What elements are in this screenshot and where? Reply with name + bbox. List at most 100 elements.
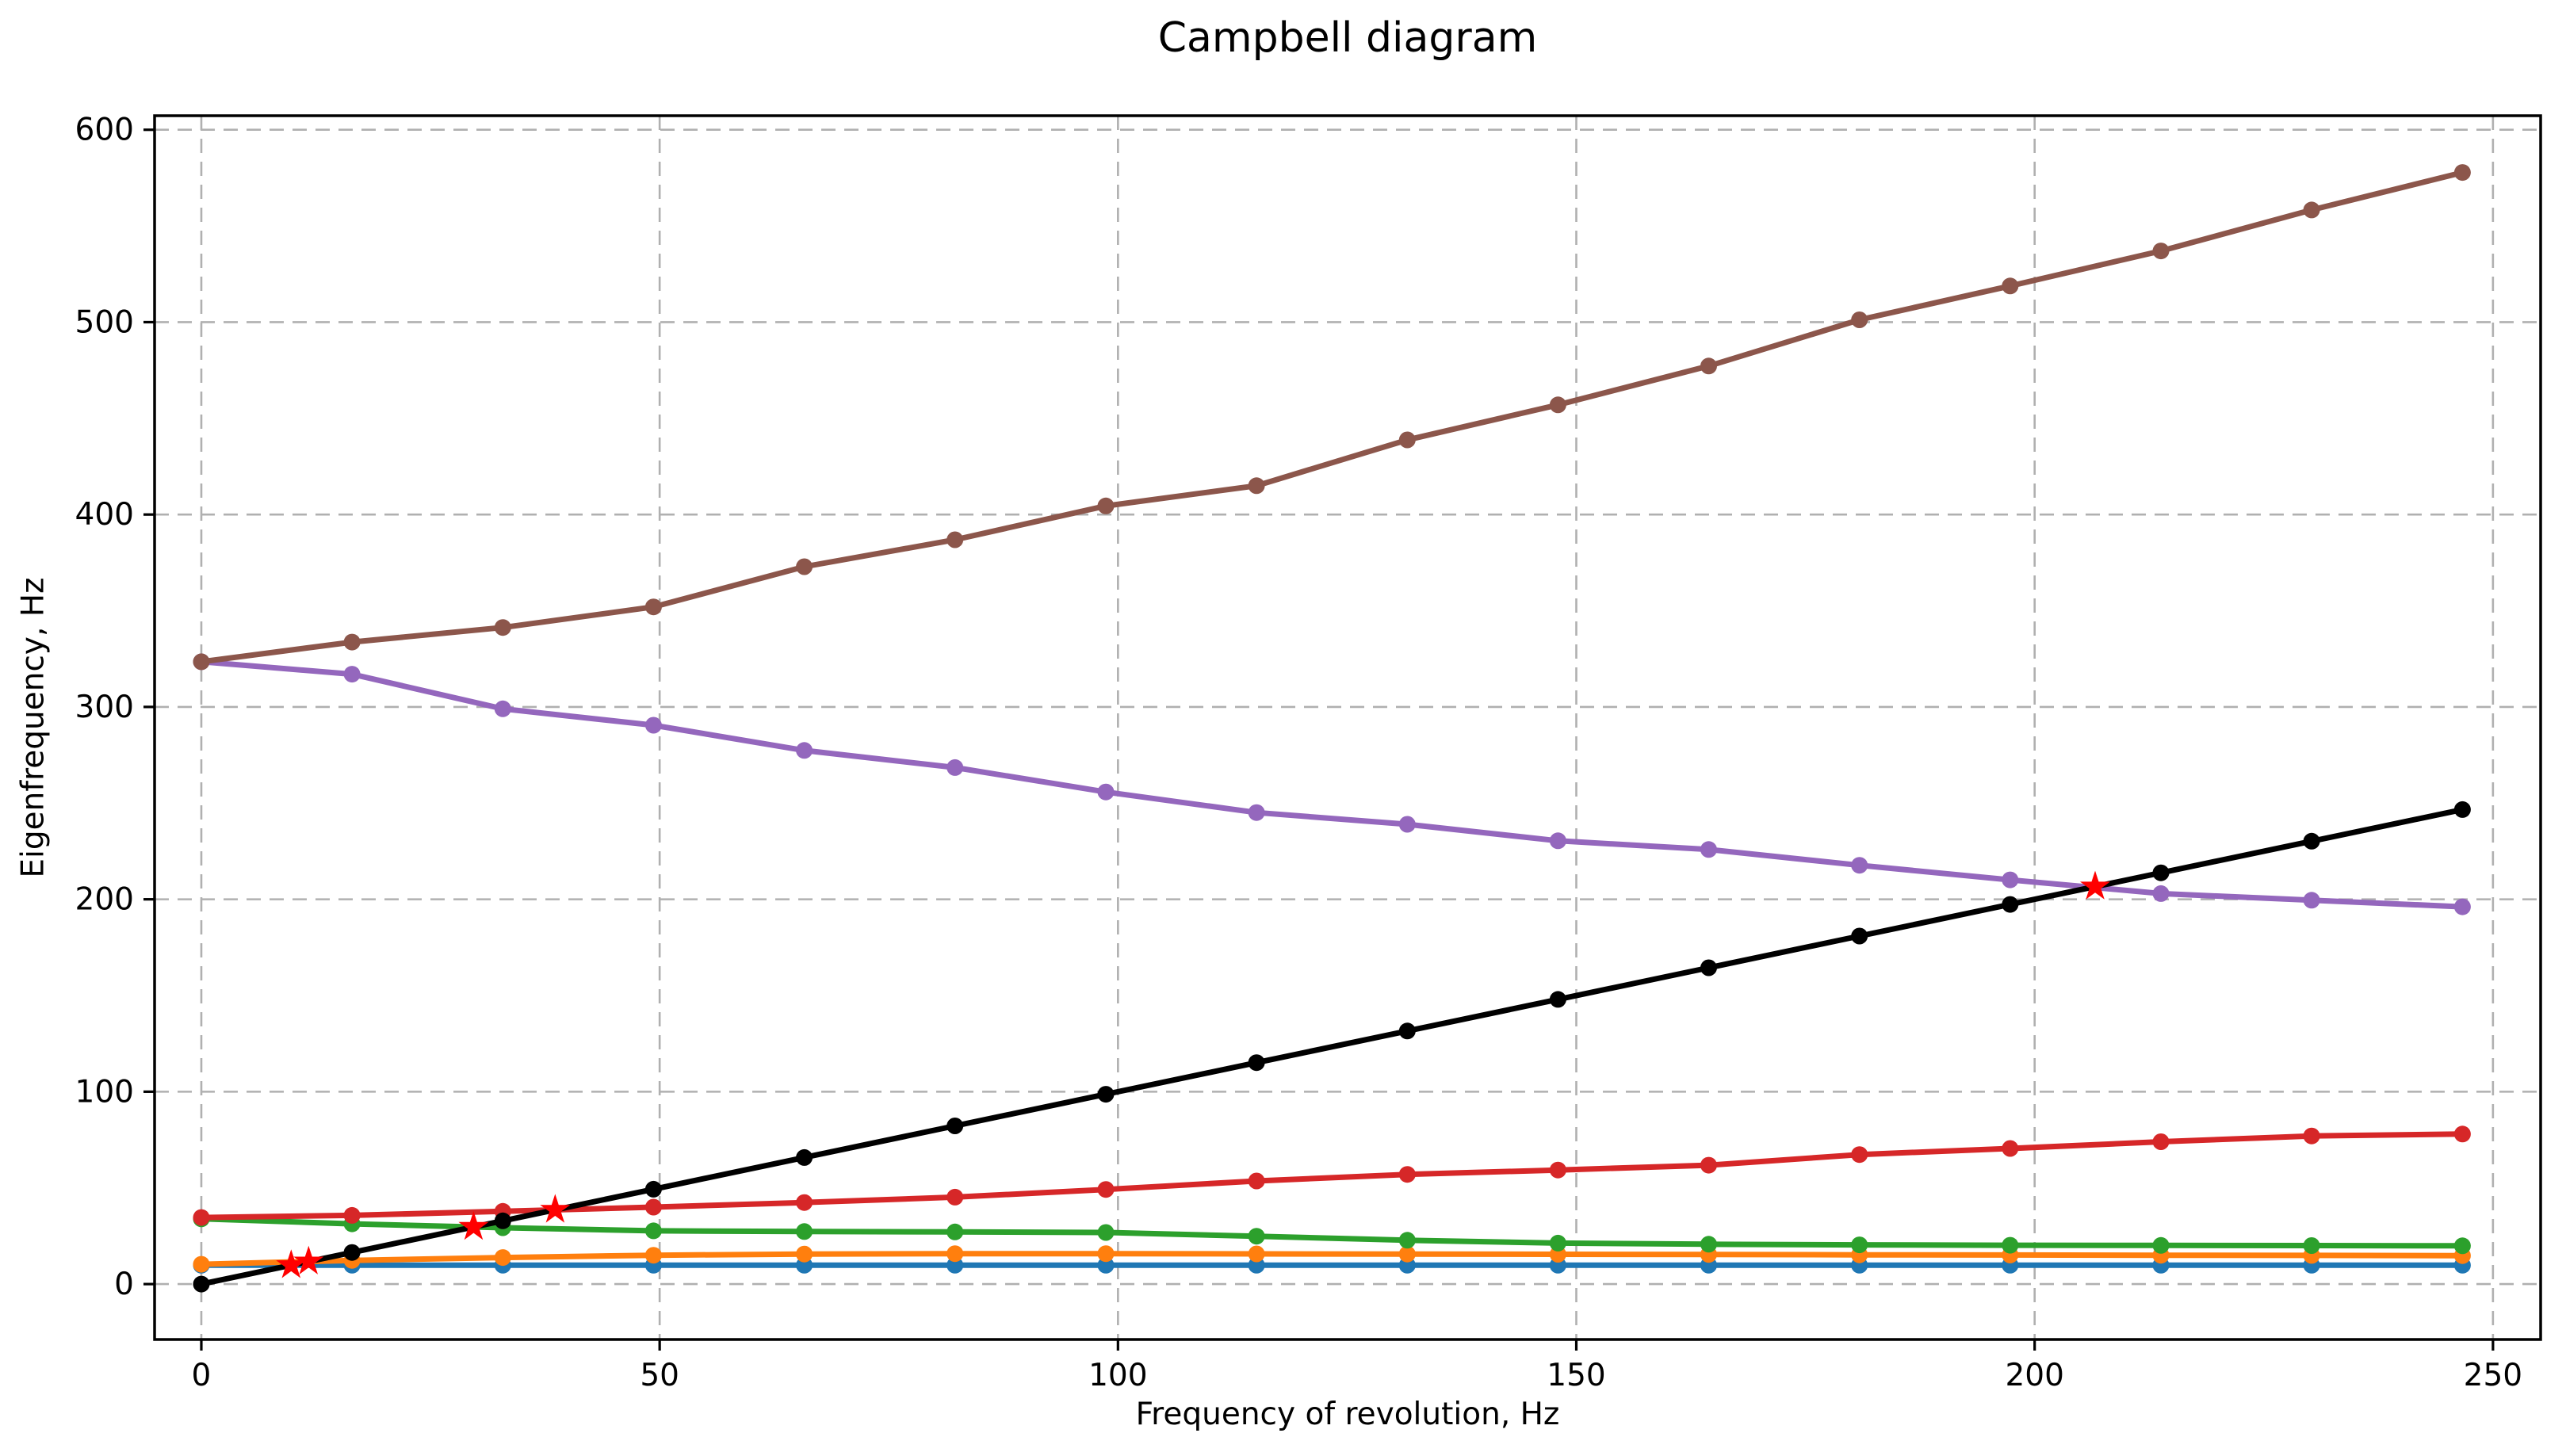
marker-mode-4 <box>1700 1156 1717 1174</box>
marker-mode-5-backward <box>2303 892 2320 909</box>
chart-title: Campbell diagram <box>1157 14 1538 62</box>
marker-mode-4 <box>1851 1146 1868 1164</box>
series-line-excitation-1x-line <box>198 806 2465 1287</box>
marker-mode-5-backward <box>2453 898 2471 915</box>
marker-mode-4 <box>2453 1125 2471 1143</box>
marker-excitation-1x-line <box>1398 1022 1416 1040</box>
marker-mode-2 <box>1398 1245 1416 1263</box>
marker-mode-5-backward <box>2002 871 2019 889</box>
critical-speed-star-marker <box>458 1211 489 1240</box>
marker-mode-6-forward <box>1097 497 1115 514</box>
y-tick-label: 0 <box>114 1267 134 1302</box>
marker-mode-6-forward <box>2303 201 2320 219</box>
marker-excitation-1x-line <box>1700 959 1717 976</box>
marker-excitation-1x-line <box>2152 864 2170 881</box>
x-tick-label: 250 <box>2464 1358 2522 1393</box>
marker-mode-4 <box>343 1206 361 1224</box>
marker-mode-6-forward <box>1549 396 1566 414</box>
y-tick-label: 500 <box>75 304 134 340</box>
marker-mode-2 <box>1097 1245 1115 1263</box>
marker-mode-6-forward <box>2453 164 2471 182</box>
marker-mode-6-forward <box>2002 277 2019 295</box>
marker-mode-5-backward <box>1398 816 1416 833</box>
marker-excitation-1x-line <box>796 1148 813 1166</box>
marker-mode-3 <box>1851 1236 1868 1254</box>
y-tick-label: 400 <box>75 497 134 533</box>
x-tick-label: 150 <box>1547 1358 1605 1393</box>
y-tick-label: 600 <box>75 113 134 148</box>
marker-excitation-1x-line <box>1248 1054 1265 1072</box>
marker-mode-4 <box>193 1209 210 1226</box>
x-axis-label: Frequency of revolution, Hz <box>1135 1397 1560 1432</box>
marker-mode-4 <box>644 1198 662 1216</box>
marker-mode-6-forward <box>1248 477 1265 495</box>
marker-mode-3 <box>1700 1236 1717 1253</box>
marker-mode-2 <box>946 1245 964 1263</box>
series-line-mode-3 <box>198 1216 2465 1249</box>
marker-mode-5-backward <box>644 717 662 734</box>
marker-mode-3 <box>946 1223 964 1240</box>
marker-mode-2 <box>796 1245 813 1263</box>
marker-excitation-1x-line <box>2303 832 2320 850</box>
marker-mode-3 <box>2453 1237 2471 1255</box>
series-line-mode-2 <box>198 1251 2465 1267</box>
marker-mode-5-backward <box>946 759 964 776</box>
marker-mode-5-backward <box>1097 783 1115 801</box>
marker-mode-2 <box>193 1255 210 1273</box>
marker-mode-1 <box>1097 1256 1115 1274</box>
marker-mode-6-forward <box>343 633 361 651</box>
marker-mode-3 <box>2002 1236 2019 1254</box>
marker-excitation-1x-line <box>1851 927 1868 945</box>
marker-mode-4 <box>796 1194 813 1211</box>
marker-excitation-1x-line <box>494 1212 511 1229</box>
marker-mode-4 <box>1097 1181 1115 1198</box>
marker-mode-3 <box>796 1223 813 1240</box>
series-line-mode-6-forward <box>198 170 2465 665</box>
marker-mode-5-backward <box>1700 841 1717 858</box>
series-line-mode-5-backward <box>198 659 2465 910</box>
marker-mode-6-forward <box>1851 311 1868 328</box>
critical-speed-star-marker <box>540 1194 571 1223</box>
marker-mode-3 <box>1248 1228 1265 1245</box>
marker-mode-3 <box>2152 1236 2170 1254</box>
marker-mode-6-forward <box>1398 431 1416 449</box>
marker-mode-6-forward <box>1700 357 1717 375</box>
marker-mode-3 <box>644 1222 662 1240</box>
marker-mode-6-forward <box>193 653 210 671</box>
marker-mode-5-backward <box>2152 885 2170 902</box>
critical-speed-star-marker <box>293 1245 324 1274</box>
marker-mode-6-forward <box>946 531 964 548</box>
marker-mode-6-forward <box>494 619 511 636</box>
critical-speed-star-marker <box>2080 870 2110 900</box>
series-line-mode-4 <box>198 1131 2465 1221</box>
marker-mode-1 <box>946 1256 964 1274</box>
x-tick-label: 200 <box>2005 1358 2063 1393</box>
marker-excitation-1x-line <box>644 1180 662 1198</box>
marker-mode-2 <box>1248 1245 1265 1263</box>
axes-border <box>153 114 2542 1341</box>
critical-speed-star-marker <box>276 1249 307 1278</box>
marker-mode-6-forward <box>2152 243 2170 260</box>
x-tick-label: 100 <box>1088 1358 1147 1393</box>
marker-mode-5-backward <box>1851 857 1868 874</box>
marker-mode-4 <box>2303 1127 2320 1145</box>
y-tick-label: 200 <box>75 882 134 918</box>
marker-mode-4 <box>946 1188 964 1206</box>
marker-excitation-1x-line <box>2453 801 2471 818</box>
marker-mode-4 <box>2152 1133 2170 1150</box>
x-tick-label: 50 <box>640 1358 679 1393</box>
marker-mode-4 <box>1248 1172 1265 1190</box>
marker-mode-4 <box>2002 1140 2019 1157</box>
marker-excitation-1x-line <box>1549 991 1566 1008</box>
marker-excitation-1x-line <box>343 1244 361 1261</box>
marker-mode-2 <box>494 1249 511 1267</box>
marker-mode-4 <box>1549 1161 1566 1179</box>
marker-mode-3 <box>1097 1224 1115 1241</box>
y-axis-label: Eigenfrequency, Hz <box>15 577 52 878</box>
marker-mode-3 <box>2303 1237 2320 1254</box>
marker-excitation-1x-line <box>2002 896 2019 913</box>
marker-mode-5-backward <box>1549 832 1566 850</box>
marker-mode-5-backward <box>1248 804 1265 821</box>
marker-excitation-1x-line <box>946 1118 964 1134</box>
